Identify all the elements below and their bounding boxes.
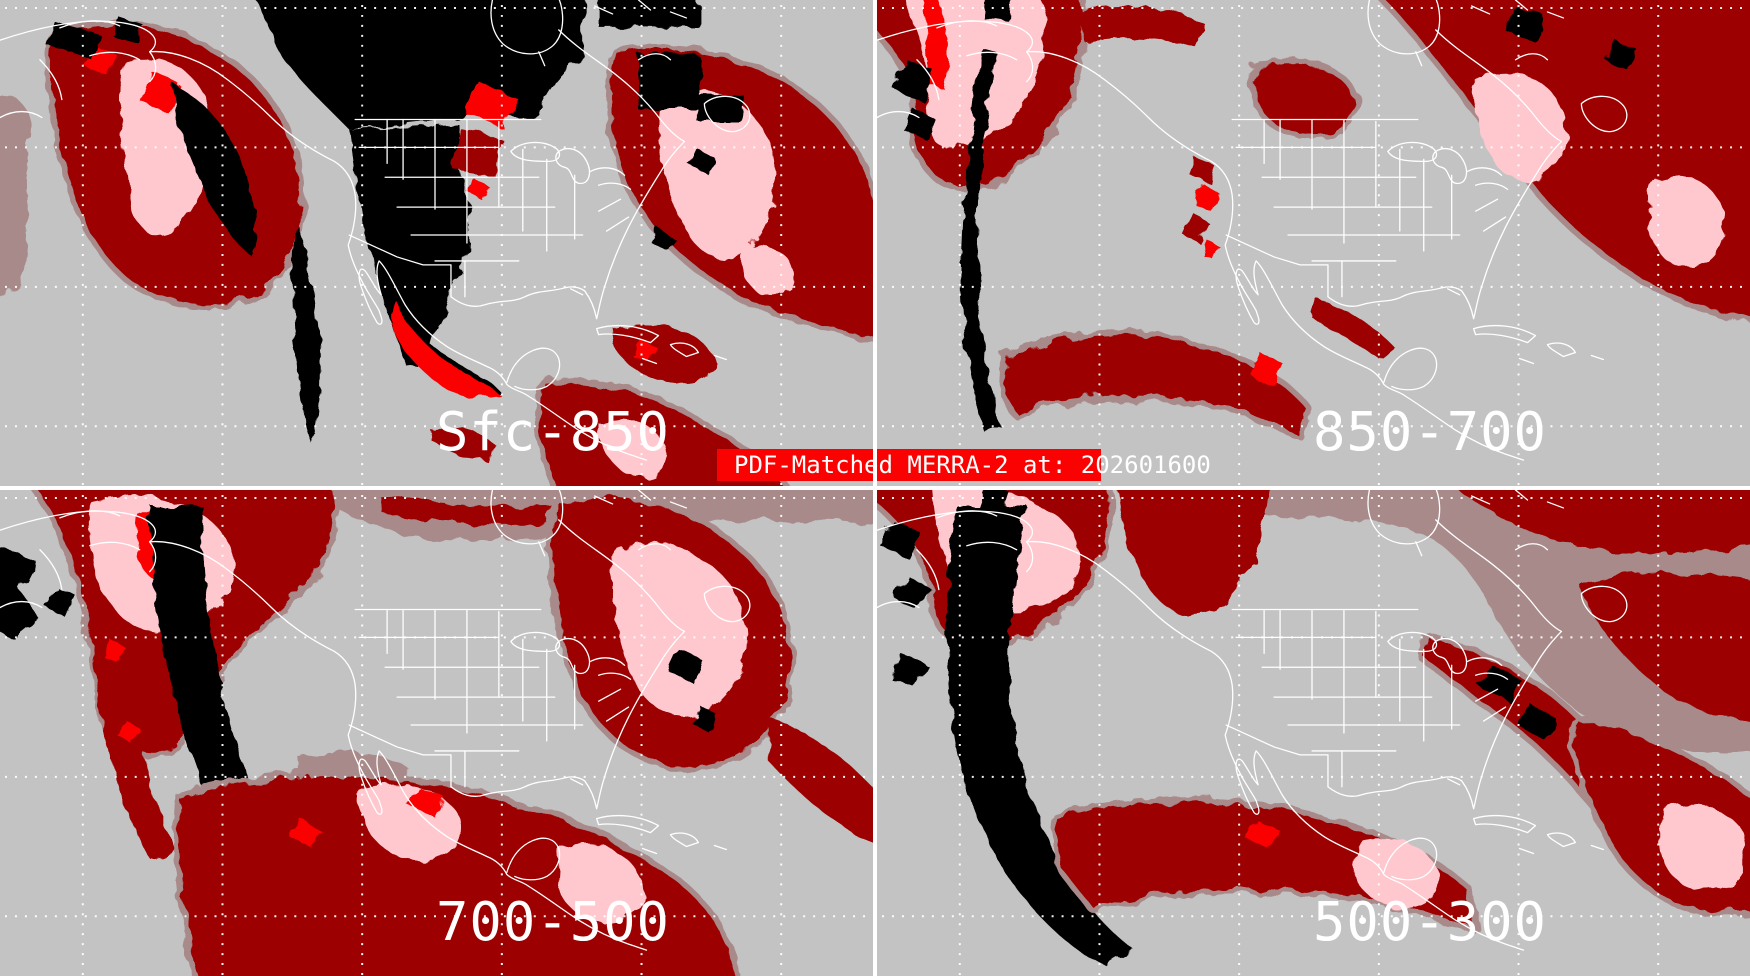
map-panel-700-500: 700-500 [0, 490, 873, 976]
title-banner-text: PDF-Matched MERRA-2 at: 202601600 [734, 451, 1211, 479]
panel-label-700-500: 700-500 [436, 890, 670, 953]
map-panel-sfc-850: Sfc-850 [0, 0, 873, 486]
cloud-shading [877, 0, 1750, 439]
map-850-700: 850-700 [877, 0, 1750, 486]
panel-label-850-700: 850-700 [1313, 400, 1547, 463]
panel-label-500-300: 500-300 [1313, 890, 1547, 953]
cloud-shading [0, 490, 873, 976]
map-700-500: 700-500 [0, 490, 873, 976]
map-panel-500-300: 500-300 [877, 490, 1750, 976]
cloud-shading [0, 0, 873, 486]
map-panel-850-700: 850-700 [877, 0, 1750, 486]
panel-divider-horizontal [0, 486, 1750, 490]
map-500-300: 500-300 [877, 490, 1750, 976]
map-sfc-850: Sfc-850 [0, 0, 873, 486]
cloud-shading [877, 490, 1750, 967]
panel-label-sfc-850: Sfc-850 [436, 400, 670, 463]
title-banner: PDF-Matched MERRA-2 at: 202601600 [717, 449, 1211, 481]
